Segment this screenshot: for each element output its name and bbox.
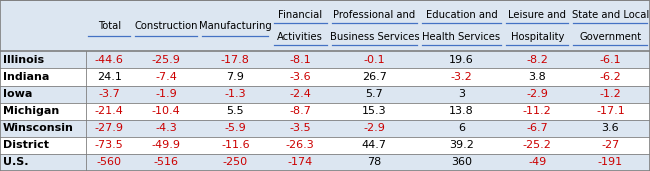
Text: -73.5: -73.5 <box>95 140 124 150</box>
Text: 44.7: 44.7 <box>362 140 387 150</box>
Text: Indiana: Indiana <box>3 72 49 82</box>
Text: -11.6: -11.6 <box>221 140 250 150</box>
Text: Manufacturing: Manufacturing <box>199 21 272 31</box>
Text: -174: -174 <box>288 157 313 167</box>
Text: -0.1: -0.1 <box>363 55 385 65</box>
Text: Construction: Construction <box>135 21 198 31</box>
Text: -1.3: -1.3 <box>224 89 246 99</box>
Text: Business Services: Business Services <box>330 32 419 42</box>
Text: 3.6: 3.6 <box>601 123 619 133</box>
Text: -25.2: -25.2 <box>523 140 552 150</box>
Text: -4.3: -4.3 <box>155 123 177 133</box>
Text: 26.7: 26.7 <box>362 72 387 82</box>
Text: Financial: Financial <box>278 10 322 20</box>
Text: Illinois: Illinois <box>3 55 44 65</box>
Text: 24.1: 24.1 <box>97 72 122 82</box>
Text: District: District <box>3 140 49 150</box>
Bar <box>0 154 650 171</box>
Text: -17.8: -17.8 <box>221 55 250 65</box>
Text: -49.9: -49.9 <box>151 140 181 150</box>
Text: -17.1: -17.1 <box>596 106 625 116</box>
Text: -250: -250 <box>223 157 248 167</box>
Text: Activities: Activities <box>278 32 323 42</box>
Text: -25.9: -25.9 <box>151 55 181 65</box>
Bar <box>0 103 650 120</box>
Text: 7.9: 7.9 <box>226 72 244 82</box>
Text: Education and: Education and <box>426 10 497 20</box>
Text: -2.9: -2.9 <box>526 89 548 99</box>
Bar <box>0 0 650 51</box>
Text: Total: Total <box>98 21 121 31</box>
Text: 5.7: 5.7 <box>365 89 383 99</box>
Bar <box>0 137 650 154</box>
Bar <box>0 51 650 68</box>
Text: State and Local: State and Local <box>572 10 649 20</box>
Text: -21.4: -21.4 <box>95 106 124 116</box>
Text: -11.2: -11.2 <box>523 106 552 116</box>
Text: Professional and: Professional and <box>333 10 415 20</box>
Text: -560: -560 <box>97 157 122 167</box>
Text: -8.7: -8.7 <box>289 106 311 116</box>
Text: -6.2: -6.2 <box>599 72 621 82</box>
Text: -3.5: -3.5 <box>289 123 311 133</box>
Text: -7.4: -7.4 <box>155 72 177 82</box>
Text: Government: Government <box>579 32 642 42</box>
Text: 13.8: 13.8 <box>449 106 474 116</box>
Text: -8.1: -8.1 <box>289 55 311 65</box>
Text: Health Services: Health Services <box>422 32 500 42</box>
Text: -49: -49 <box>528 157 547 167</box>
Text: -6.7: -6.7 <box>526 123 548 133</box>
Text: 15.3: 15.3 <box>362 106 387 116</box>
Text: -26.3: -26.3 <box>286 140 315 150</box>
Text: Iowa: Iowa <box>3 89 32 99</box>
Text: -3.2: -3.2 <box>450 72 473 82</box>
Text: 19.6: 19.6 <box>449 55 474 65</box>
Text: Leisure and: Leisure and <box>508 10 566 20</box>
Text: -191: -191 <box>598 157 623 167</box>
Text: -6.1: -6.1 <box>599 55 621 65</box>
Text: -2.9: -2.9 <box>363 123 385 133</box>
Bar <box>0 86 650 103</box>
Text: 6: 6 <box>458 123 465 133</box>
Text: Winsconsin: Winsconsin <box>3 123 73 133</box>
Text: -10.4: -10.4 <box>151 106 181 116</box>
Text: 78: 78 <box>367 157 382 167</box>
Text: -8.2: -8.2 <box>526 55 548 65</box>
Text: 5.5: 5.5 <box>226 106 244 116</box>
Text: -2.4: -2.4 <box>289 89 311 99</box>
Text: Hospitality: Hospitality <box>510 32 564 42</box>
Text: -1.2: -1.2 <box>599 89 621 99</box>
Text: -516: -516 <box>153 157 179 167</box>
Text: 360: 360 <box>451 157 472 167</box>
Text: -27.9: -27.9 <box>95 123 124 133</box>
Bar <box>0 68 650 86</box>
Text: -27: -27 <box>601 140 619 150</box>
Text: -44.6: -44.6 <box>95 55 124 65</box>
Bar <box>0 120 650 137</box>
Text: 3.8: 3.8 <box>528 72 546 82</box>
Text: -3.6: -3.6 <box>289 72 311 82</box>
Text: 39.2: 39.2 <box>449 140 474 150</box>
Text: -3.7: -3.7 <box>98 89 120 99</box>
Text: U.S.: U.S. <box>3 157 28 167</box>
Text: Michigan: Michigan <box>3 106 59 116</box>
Text: -1.9: -1.9 <box>155 89 177 99</box>
Text: 3: 3 <box>458 89 465 99</box>
Text: -5.9: -5.9 <box>224 123 246 133</box>
